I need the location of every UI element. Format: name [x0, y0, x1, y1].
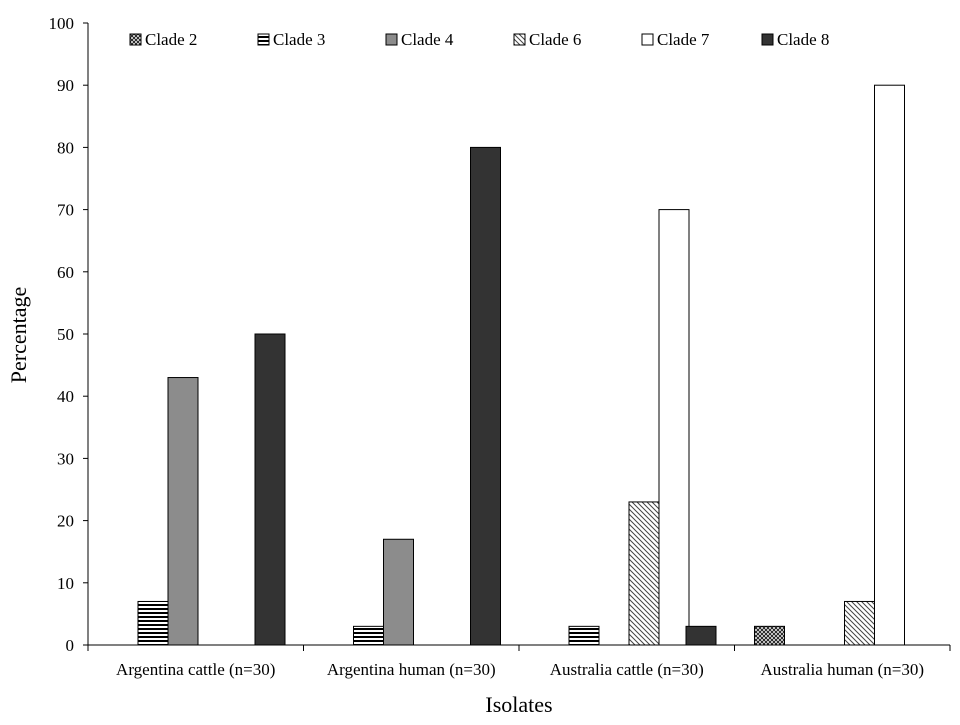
legend-label: Clade 3	[273, 30, 325, 49]
bar	[874, 84, 905, 646]
bar	[137, 600, 169, 646]
bar	[353, 625, 384, 646]
x-tick-label: Australia human (n=30)	[761, 660, 925, 679]
bar	[254, 333, 286, 646]
y-tick-label: 90	[57, 76, 74, 95]
legend-item: Clade 6	[513, 30, 581, 49]
legend-swatch	[129, 33, 142, 46]
y-axis: 0 10 20 30 40 50 60 70 80 90 100	[49, 14, 89, 655]
legend-label: Clade 7	[657, 30, 710, 49]
y-tick-label: 80	[57, 138, 74, 157]
x-tick-label: Argentina human (n=30)	[327, 660, 496, 679]
y-tick-label: 40	[57, 387, 74, 406]
legend-label: Clade 4	[401, 30, 454, 49]
legend-item: Clade 8	[761, 30, 829, 49]
x-tick-label: Argentina cattle (n=30)	[116, 660, 275, 679]
y-tick-label: 60	[57, 263, 74, 282]
legend-label: Clade 8	[777, 30, 829, 49]
legend-swatch	[257, 33, 270, 46]
legend-label: Clade 2	[145, 30, 197, 49]
x-axis-title: Isolates	[485, 692, 552, 717]
legend-item: Clade 3	[257, 30, 325, 49]
bar	[658, 209, 690, 646]
legend-swatch	[385, 33, 398, 46]
legend-item: Clade 7	[641, 30, 710, 49]
bars	[137, 84, 905, 646]
legend-swatch	[641, 33, 654, 46]
y-tick-label: 30	[57, 449, 74, 468]
legend: Clade 2 Clade 3 Clade 4 Clade 6 Clade 7 Clade…	[129, 30, 829, 49]
bar	[844, 600, 875, 646]
bar	[685, 625, 717, 646]
y-tick-label: 100	[49, 14, 75, 33]
bar	[568, 625, 600, 646]
legend-item: Clade 4	[385, 30, 454, 49]
y-tick-label: 0	[66, 636, 75, 655]
x-tick-label: Australia cattle (n=30)	[550, 660, 704, 679]
bar	[470, 146, 501, 646]
x-axis: Argentina cattle (n=30) Argentina human (…	[87, 644, 951, 679]
bar	[167, 377, 199, 646]
bar	[628, 501, 660, 646]
y-axis-title: Percentage	[6, 287, 31, 384]
legend-swatch	[761, 33, 774, 46]
bar	[383, 538, 414, 646]
legend-label: Clade 6	[529, 30, 581, 49]
legend-swatch	[513, 33, 526, 46]
y-tick-label: 70	[57, 201, 74, 220]
y-tick-label: 20	[57, 512, 74, 531]
y-tick-label: 10	[57, 574, 74, 593]
bar	[754, 625, 785, 646]
y-tick-label: 50	[57, 325, 74, 344]
legend-item: Clade 2	[129, 30, 197, 49]
